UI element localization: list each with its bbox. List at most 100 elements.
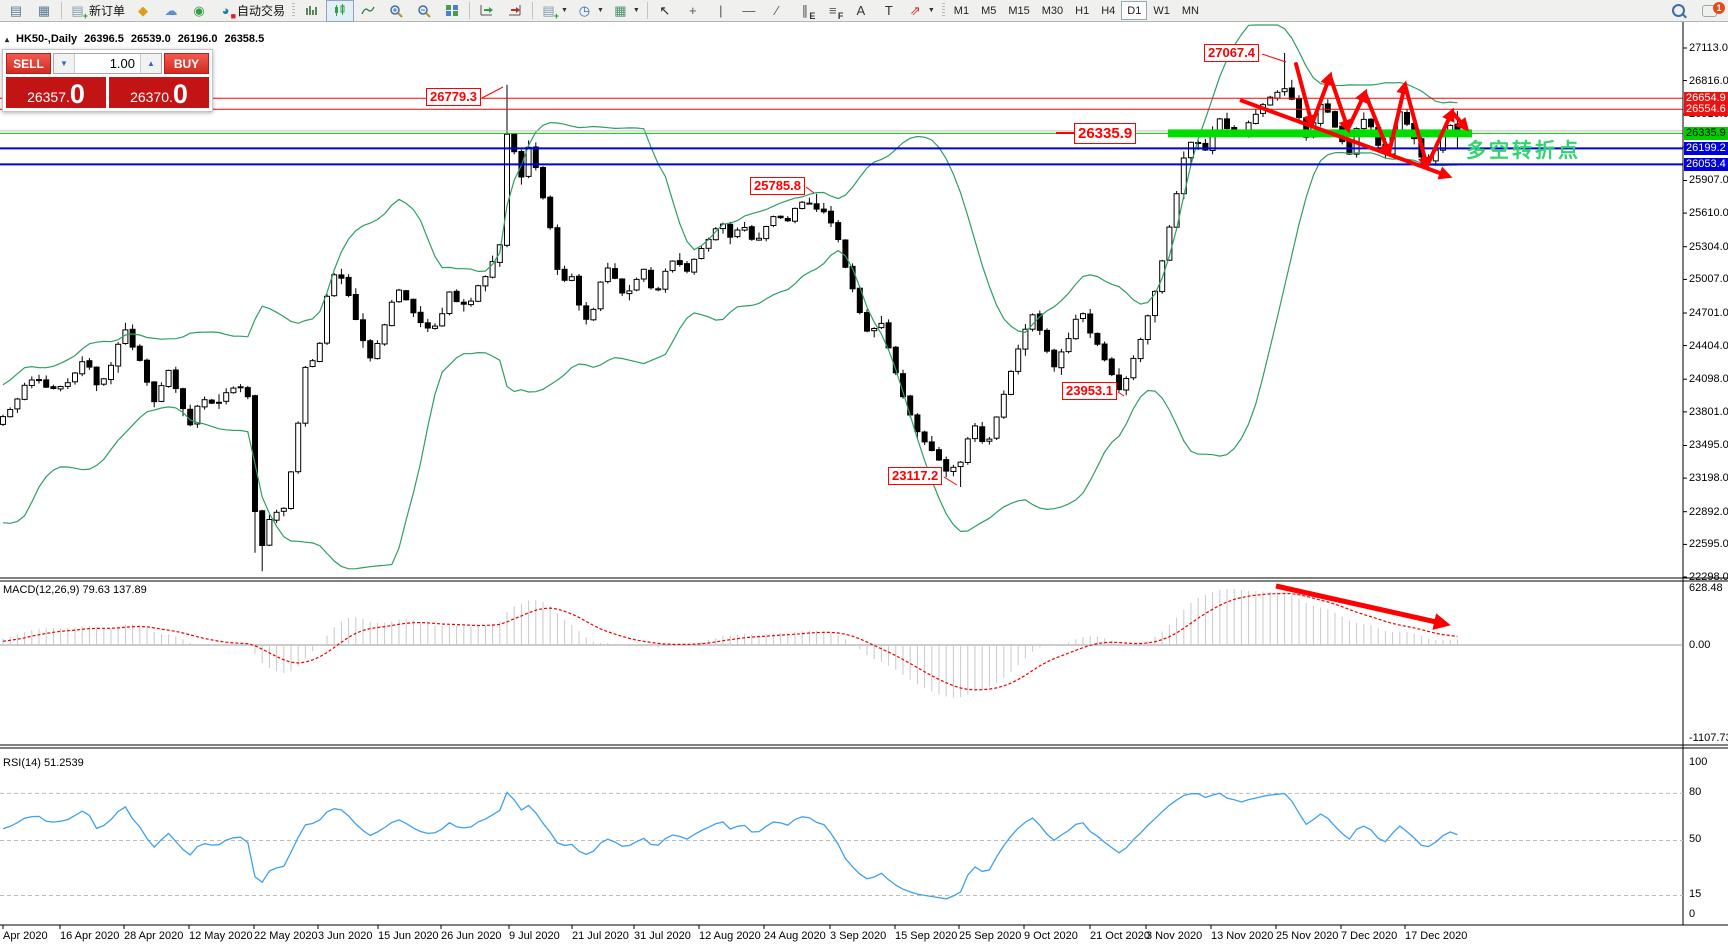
horizontal-line-button[interactable]: — <box>735 0 763 22</box>
new-order-icon: ▤ + <box>71 2 88 21</box>
shapes-button[interactable]: ⇗ ▼ <box>903 0 939 22</box>
ohlc-high: 26539.0 <box>130 33 171 45</box>
search-icon <box>1671 4 1685 17</box>
channel-button[interactable]: ∥ E <box>791 0 819 22</box>
macd-trend-arrow[interactable] <box>1275 583 1451 630</box>
tile-windows-icon <box>444 3 461 19</box>
bar-chart-button[interactable] <box>298 0 326 22</box>
shapes-icon: ⇗ <box>909 2 921 18</box>
search-button[interactable] <box>1664 0 1692 22</box>
sell-button[interactable]: SELL <box>6 53 51 74</box>
date-tick-label: 12 May 2020 <box>189 930 253 942</box>
annotation-tag-26779[interactable]: 26779.3 <box>426 88 481 106</box>
indicator-axis-label: 100 <box>1689 756 1708 768</box>
fibonacci-button[interactable]: ≡ F <box>819 0 847 22</box>
annotation-tag-23117[interactable]: 23117.2 <box>888 467 943 485</box>
signal-icon: ◉ <box>193 2 205 18</box>
date-tick-label: 26 Jun 2020 <box>441 930 502 942</box>
vertical-line-icon: | <box>719 3 723 18</box>
text-button[interactable]: A <box>847 0 875 22</box>
date-tick-label: 21 Jul 2020 <box>572 930 629 942</box>
timeframe-d1-button[interactable]: D1 <box>1121 1 1148 20</box>
periods-button[interactable]: ◷ ▼ <box>572 0 608 22</box>
symbol-period-label: HK50-,Daily <box>16 33 78 45</box>
date-tick-label: 21 Oct 2020 <box>1090 930 1150 942</box>
vertical-line-button[interactable]: | <box>707 0 735 22</box>
sell-price-panel[interactable]: 26357. 0 <box>6 77 106 108</box>
new-order-button[interactable]: ▤ + 新订单 <box>65 0 129 22</box>
candlestick-chart-button[interactable] <box>326 0 355 22</box>
zoom-out-button[interactable] <box>410 0 438 22</box>
date-tick-label: 22 May 2020 <box>254 930 318 942</box>
date-tick-label: 3 Jun 2020 <box>318 930 373 942</box>
indicator-axis-label: 628.48 <box>1689 582 1723 594</box>
bollinger-bands <box>2 24 1458 570</box>
chart-shift-button[interactable] <box>473 0 501 22</box>
support-band[interactable] <box>1168 129 1472 138</box>
price-tick-label: 23198.0 <box>1689 472 1728 485</box>
price-tick-label: 25610.0 <box>1689 207 1728 220</box>
tile-windows-button[interactable] <box>438 0 466 22</box>
timeframe-h1-button[interactable]: H1 <box>1075 4 1090 17</box>
publish-button[interactable]: ☁ <box>157 0 185 22</box>
crosshair-button[interactable]: + <box>679 0 707 22</box>
candlestick-series <box>0 53 1461 572</box>
zigzag-arrows[interactable] <box>1294 62 1470 171</box>
notifications-button[interactable]: 1 <box>1692 0 1726 22</box>
auto-scroll-icon <box>507 3 524 19</box>
annotation-26335[interactable]: 26335.9 <box>1074 123 1137 144</box>
text-label-icon: T <box>884 3 893 18</box>
toolbar-grip <box>292 3 296 18</box>
rsi-label: RSI(14) 51.2539 <box>3 757 84 769</box>
buy-price-panel[interactable]: 26370. 0 <box>109 77 209 108</box>
timeframe-m30-button[interactable]: M30 <box>1041 4 1064 17</box>
price-tick-label: 25907.0 <box>1689 174 1728 187</box>
price-tick-label: 23801.0 <box>1689 405 1728 418</box>
timeframe-m1-button[interactable]: M1 <box>953 4 970 17</box>
one-click-trading-widget: SELL ▼ 1.00 ▲ BUY 26357. 0 26370. 0 <box>2 49 213 112</box>
indicator-axis-label: 50 <box>1689 833 1702 845</box>
text-label-button[interactable]: T <box>875 0 903 22</box>
trend-arrow[interactable] <box>1239 98 1453 180</box>
timeframe-w1-button[interactable]: W1 <box>1153 4 1170 17</box>
timeframe-m5-button[interactable]: M5 <box>981 4 997 17</box>
chart-window-title: ▴ HK50-,Daily 26396.5 26539.0 26196.0 26… <box>5 33 264 45</box>
gold-bar-button[interactable]: ◆ <box>129 0 157 22</box>
annotation-tag-25785[interactable]: 25785.8 <box>750 177 805 195</box>
timeframe-m15-button[interactable]: M15 <box>1008 4 1030 17</box>
auto-scroll-button[interactable] <box>501 0 529 22</box>
templates-button[interactable]: ▦ ▼ <box>608 0 644 22</box>
line-chart-button[interactable] <box>354 0 382 22</box>
buy-price-pips: 0 <box>172 79 188 109</box>
annotation-tag-23953[interactable]: 23953.1 <box>1062 382 1117 400</box>
price-badge-26335-9: 26335.9 <box>1684 126 1728 140</box>
timeframe-mn-button[interactable]: MN <box>1181 4 1199 17</box>
volume-input[interactable]: 1.00 <box>109 56 135 71</box>
buy-button[interactable]: BUY <box>164 53 209 74</box>
price-badge-26554-6: 26554.6 <box>1684 102 1728 116</box>
date-tick-label: 15 Jun 2020 <box>378 930 439 942</box>
volume-up-button[interactable]: ▲ <box>140 54 161 73</box>
indicator-axis-label: 80 <box>1689 786 1702 798</box>
trendline-button[interactable]: ∕ <box>763 0 791 22</box>
cursor-button[interactable]: ↖ <box>651 0 679 22</box>
toolbar-separator <box>532 2 534 19</box>
volume-down-button[interactable]: ▼ <box>54 54 75 73</box>
annotation-tag-27067[interactable]: 27067.4 <box>1204 44 1259 62</box>
price-tick-label: 24098.0 <box>1689 373 1728 386</box>
price-badge-26199-2: 26199.2 <box>1684 141 1728 155</box>
timeframe-h4-button[interactable]: H4 <box>1101 4 1116 17</box>
signal-button[interactable]: ◉ <box>185 0 213 22</box>
collapse-triangle-icon[interactable]: ▴ <box>5 34 10 44</box>
zoom-in-button[interactable] <box>382 0 410 22</box>
date-tick-label: 31 Jul 2020 <box>634 930 691 942</box>
market-watch-button[interactable]: ▤ <box>2 0 30 22</box>
horizontal-line-icon: — <box>742 3 756 18</box>
auto-trading-button[interactable]: ◕ ■ 自动交易 <box>213 0 289 22</box>
indicators-button[interactable]: ▤ + ▼ <box>536 0 572 22</box>
cursor-icon: ↖ <box>659 2 671 18</box>
chart-preview-button[interactable]: ▦ <box>30 0 58 22</box>
dropdown-caret-icon: ▼ <box>632 7 640 14</box>
price-tick-label: 25007.0 <box>1689 273 1728 286</box>
